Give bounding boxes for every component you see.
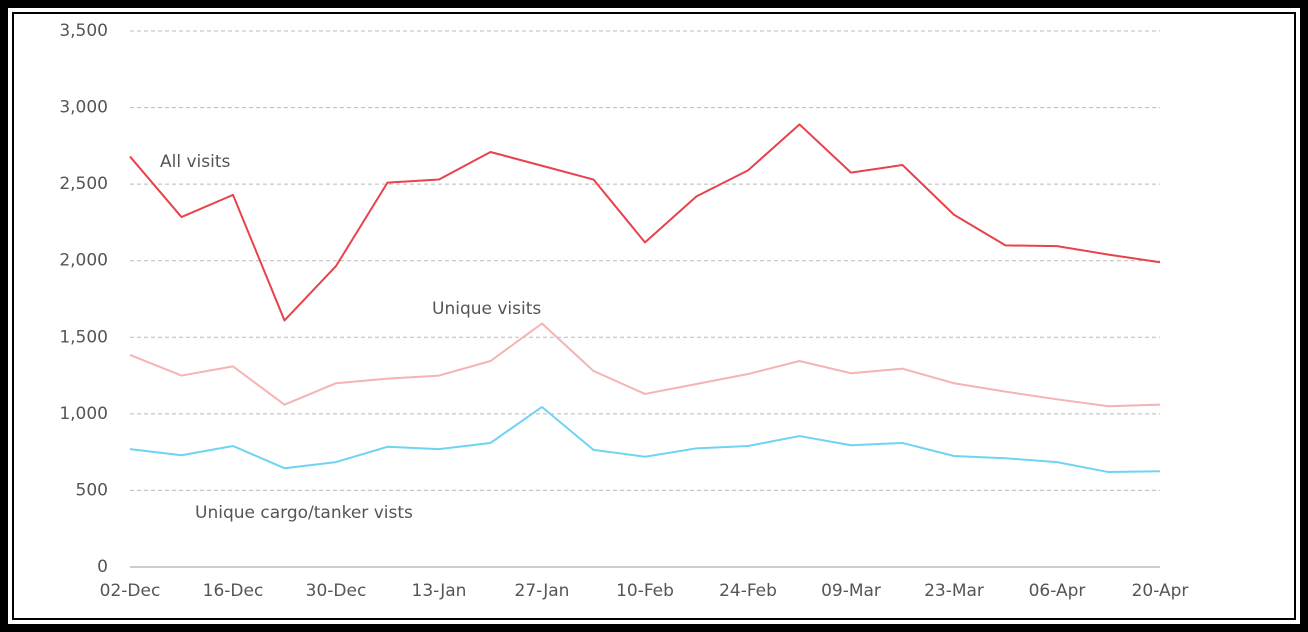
y-tick-label: 3,500 [59,21,108,41]
x-tick-label: 02-Dec [100,581,161,601]
x-tick-label: 30-Dec [306,581,367,601]
frame [8,8,1300,624]
series-label: Unique cargo/tanker vists [195,503,413,523]
x-tick-label: 20-Apr [1132,581,1189,601]
x-tick-label: 13-Jan [412,581,467,601]
y-tick-label: 3,000 [59,98,108,118]
inner-frame [12,12,1296,620]
series-line [129,405,1161,474]
series-line [129,322,1161,408]
y-tick-label: 2,000 [59,251,108,271]
x-tick-label: 06-Apr [1029,581,1086,601]
x-tick-label: 27-Jan [515,581,570,601]
y-tick-label: 1,500 [59,327,108,347]
y-tick-label: 2,500 [59,174,108,194]
series-label: All visits [160,152,231,172]
y-tick-label: 1,000 [59,404,108,424]
x-tick-label: 10-Feb [616,581,674,601]
y-tick-label: 500 [76,480,108,500]
series-line [129,123,1161,322]
x-tick-label: 23-Mar [924,581,984,601]
x-tick-label: 24-Feb [719,581,777,601]
y-tick-label: 0 [97,557,108,577]
x-tick-label: 09-Mar [821,581,881,601]
x-tick-label: 16-Dec [203,581,264,601]
series-label: Unique visits [432,299,541,319]
